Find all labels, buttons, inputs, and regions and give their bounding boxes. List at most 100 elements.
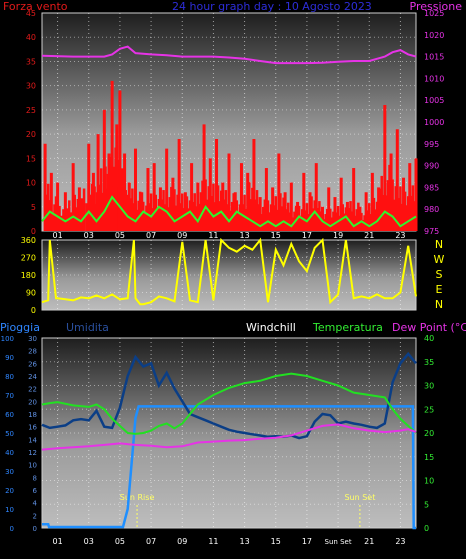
- wind-direction-tick: 90: [26, 289, 36, 298]
- wind-direction-tick: 0: [31, 306, 36, 315]
- humidity-tick: 0: [33, 525, 37, 533]
- wind-speed-tick: 5: [31, 203, 36, 212]
- x-tick: Sun Set: [325, 538, 352, 546]
- humidity-tick: 16: [28, 424, 37, 432]
- rain-line: [42, 405, 416, 530]
- wind-speed-tick: 40: [26, 33, 36, 42]
- temperature-x-tick-labels: 01 03 05 07 09 11 13 15 17 Sun Set 21 23: [52, 537, 405, 546]
- windchill-legend: Windchill: [246, 321, 296, 334]
- rain-tick: 50: [5, 430, 14, 438]
- wind-speed-tick: 15: [26, 154, 36, 163]
- temperature-tick: 15: [424, 453, 434, 462]
- x-tick: 21: [364, 537, 374, 546]
- humidity-legend: Umidita: [66, 321, 109, 334]
- compass-label: S: [436, 268, 443, 281]
- humidity-tick: 8: [33, 474, 37, 482]
- wind-speed-tick: 0: [31, 227, 36, 236]
- temperature-tick: 20: [424, 429, 434, 438]
- pressure-line: [41, 45, 417, 65]
- rain-tick: 10: [5, 506, 14, 514]
- pressure-tick: 980: [424, 205, 439, 214]
- x-tick: 09: [177, 231, 187, 240]
- pressure-tick: 1000: [424, 118, 444, 127]
- x-tick: 15: [271, 537, 281, 546]
- rain-tick: 70: [5, 392, 14, 400]
- humidity-tick: 4: [33, 500, 38, 508]
- x-tick: 05: [115, 231, 125, 240]
- wind-speed-tick-labels: 0 5 10 15 20 25 30 35 40 45: [26, 9, 36, 236]
- wind-speed-tick: 20: [26, 130, 36, 139]
- sun-marker-label: Sun Set: [344, 493, 375, 502]
- pressure-tick: 995: [424, 140, 439, 149]
- rain-tick: 80: [5, 373, 14, 381]
- humidity-tick: 6: [33, 487, 38, 495]
- x-tick: 21: [364, 231, 374, 240]
- sun-marker-label: Sun Rise: [120, 493, 155, 502]
- pressure-tick: 1020: [424, 31, 444, 40]
- temperature-tick-labels: 0 5 10 15 20 25 30 35 40: [424, 334, 434, 533]
- humidity-tick: 2: [33, 512, 37, 520]
- temperature-tick: 30: [424, 382, 434, 391]
- humidity-tick: 18: [28, 411, 37, 419]
- rain-tick: 90: [5, 354, 14, 362]
- wind-speed-tick: 25: [26, 106, 36, 115]
- humidity-tick: 28: [28, 348, 37, 356]
- wind-direction-line: [41, 237, 417, 306]
- x-tick: 09: [177, 537, 187, 546]
- pressure-tick: 990: [424, 162, 439, 171]
- wind-direction-tick-labels: 0 90 180 270 360: [21, 236, 36, 315]
- temperature-plot-area: [41, 337, 417, 529]
- wind-gust-bars: [43, 80, 418, 231]
- x-tick: 01: [52, 231, 62, 240]
- x-tick: 13: [239, 537, 249, 546]
- compass-label: W: [434, 253, 445, 266]
- humidity-tick: 12: [28, 449, 37, 457]
- x-tick: 11: [208, 231, 218, 240]
- humidity-tick: 22: [28, 386, 37, 394]
- pressure-tick: 1025: [424, 9, 444, 18]
- rain-tick: 20: [5, 487, 14, 495]
- rain-tick: 30: [5, 468, 14, 476]
- wind-speed-axis-label: Forza vento: [3, 0, 68, 13]
- x-tick: 23: [395, 231, 405, 240]
- temperature-legend: Temperatura: [312, 321, 383, 334]
- humidity-tick: 26: [28, 360, 37, 368]
- x-tick: 03: [84, 537, 94, 546]
- x-tick: 03: [84, 231, 94, 240]
- pressure-tick: 1015: [424, 53, 444, 62]
- pressure-tick: 985: [424, 183, 439, 192]
- humidity-tick: 30: [28, 335, 37, 343]
- dewpoint-line: [41, 423, 417, 451]
- wind-speed-tick: 10: [26, 179, 36, 188]
- temperature-tick: 35: [424, 358, 434, 367]
- x-tick: 01: [52, 537, 62, 546]
- pressure-axis-label: Pressione: [410, 0, 463, 13]
- temperature-tick: 0: [424, 524, 429, 533]
- wind-direction-tick: 270: [21, 254, 36, 263]
- rain-tick: 100: [1, 335, 14, 343]
- x-tick: 07: [146, 537, 156, 546]
- humidity-tick: 14: [28, 436, 37, 444]
- sun-annotations: Sun Rise Sun Set: [120, 493, 375, 528]
- x-tick: 19: [333, 231, 343, 240]
- compass-label: N: [435, 298, 443, 311]
- humidity-line: [41, 351, 417, 440]
- x-tick: 17: [302, 231, 312, 240]
- temperature-tick: 5: [424, 500, 429, 509]
- x-tick: 17: [302, 537, 312, 546]
- x-tick: 15: [271, 231, 281, 240]
- wind-speed-tick: 35: [26, 57, 36, 66]
- humidity-tick: 20: [28, 398, 37, 406]
- compass-label: N: [435, 238, 443, 251]
- rain-tick-labels: 0 10 20 30 40 50 60 70 80 90 100: [1, 335, 14, 533]
- dewpoint-legend: Dew Point (°C): [392, 321, 466, 334]
- wind-average-line: [41, 195, 417, 228]
- wind-speed-tick: 45: [26, 9, 36, 18]
- wind-direction-tick: 180: [21, 271, 36, 280]
- compass-label: E: [436, 283, 443, 296]
- rain-legend: Pioggia: [0, 321, 40, 334]
- temperature-tick: 10: [424, 477, 434, 486]
